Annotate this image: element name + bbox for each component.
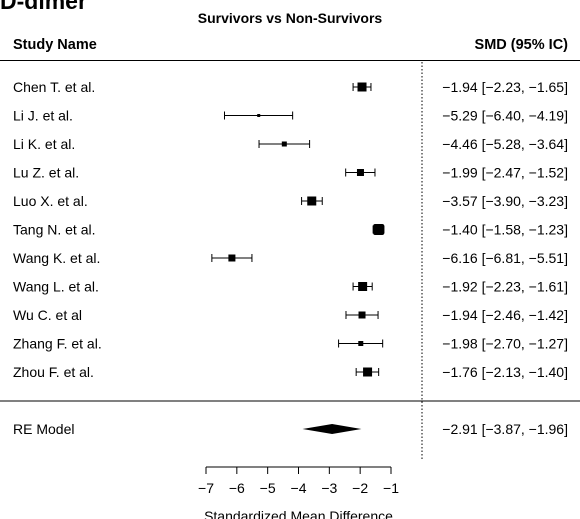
x-tick-label: −5 xyxy=(260,480,276,496)
summary-value-label: −2.91 [−3.87, −1.96] xyxy=(442,421,568,437)
effect-square xyxy=(228,254,236,262)
smd-value-label: −6.16 [−6.81, −5.51] xyxy=(442,250,568,266)
smd-value-label: −1.92 [−2.23, −1.61] xyxy=(442,279,568,295)
x-tick-label: −7 xyxy=(198,480,214,496)
study-name-label: Wang K. et al. xyxy=(13,250,100,266)
smd-value-label: −1.76 [−2.13, −1.40] xyxy=(442,364,568,380)
smd-value-label: −4.46 [−5.28, −3.64] xyxy=(442,136,568,152)
effect-square xyxy=(363,367,373,377)
study-name-label: Tang N. et al. xyxy=(13,222,96,238)
effect-square xyxy=(356,169,364,176)
effect-square xyxy=(373,224,385,235)
smd-value-label: −1.94 [−2.23, −1.65] xyxy=(442,79,568,95)
x-axis-label: Standardized Mean Difference xyxy=(204,508,393,519)
effect-square xyxy=(358,311,366,319)
study-name-label: Zhang F. et al. xyxy=(13,336,102,352)
study-name-label: Chen T. et al. xyxy=(13,79,95,95)
study-name-label: Zhou F. et al. xyxy=(13,364,94,380)
study-name-label: Li K. et al. xyxy=(13,136,75,152)
study-name-label: Wang L. et al. xyxy=(13,279,99,295)
smd-value-label: −1.98 [−2.70, −1.27] xyxy=(442,336,568,352)
study-name-header: Study Name xyxy=(13,37,97,53)
smd-value-label: −1.94 [−2.46, −1.42] xyxy=(442,307,568,323)
study-name-label: Li J. et al. xyxy=(13,108,73,124)
chart-subtitle: Survivors vs Non-Survivors xyxy=(197,10,383,26)
smd-value-label: −5.29 [−6.40, −4.19] xyxy=(442,108,568,124)
smd-value-label: −3.57 [−3.90, −3.23] xyxy=(442,193,568,209)
study-name-label: Wu C. et al xyxy=(13,307,82,323)
header-rule xyxy=(0,60,580,61)
smd-value-label: −1.99 [−2.47, −1.52] xyxy=(442,165,568,181)
x-tick-label: −4 xyxy=(291,480,307,496)
effect-square xyxy=(357,82,367,92)
smd-value-label: −1.40 [−1.58, −1.23] xyxy=(442,222,568,238)
effect-square xyxy=(281,141,287,147)
chart-title: D-dimer xyxy=(0,0,87,14)
smd-header: SMD (95% IC) xyxy=(474,37,568,53)
study-name-label: Luo X. et al. xyxy=(13,193,88,209)
effect-square xyxy=(257,114,261,117)
effect-square xyxy=(307,196,317,206)
effect-square xyxy=(358,282,368,291)
study-name-label: Lu Z. et al. xyxy=(13,165,79,181)
x-tick-label: −2 xyxy=(352,480,368,496)
x-tick-label: −3 xyxy=(321,480,337,496)
effect-square xyxy=(358,341,364,346)
x-tick-label: −6 xyxy=(229,480,245,496)
summary-label: RE Model xyxy=(13,421,74,437)
x-tick-label: −1 xyxy=(383,480,399,496)
summary-diamond xyxy=(302,424,362,434)
